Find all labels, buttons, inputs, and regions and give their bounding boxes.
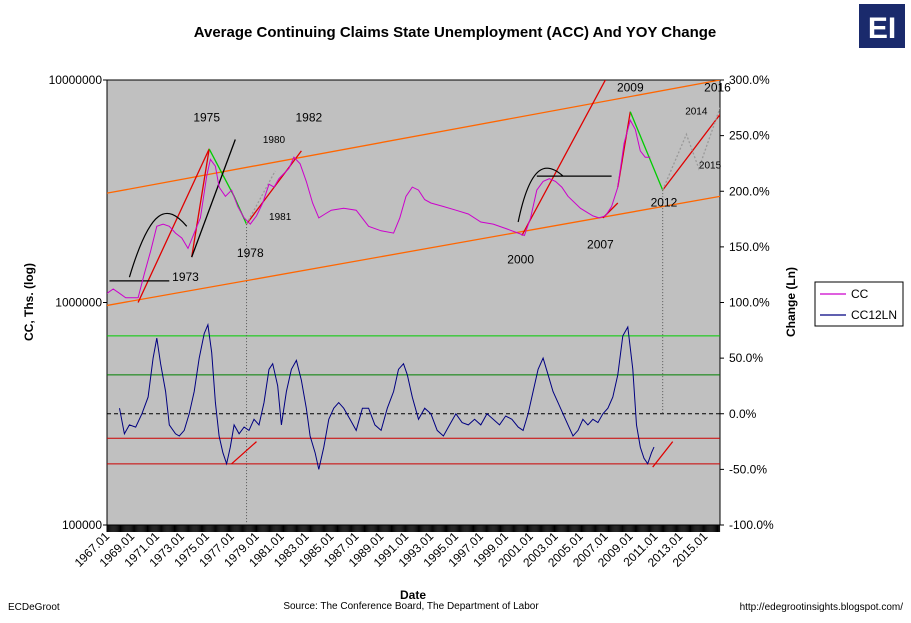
legend: CC CC12LN [814, 281, 904, 327]
annotation-2015: 2015 [699, 161, 722, 172]
y-tick-label: 100000 [62, 518, 102, 532]
y2-tick-label: 200.0% [729, 184, 770, 198]
annotation-2009: 2009 [617, 80, 644, 94]
series-line-cc12ln [119, 322, 655, 470]
chart-title: Average Continuing Claims State Unemploy… [194, 24, 717, 41]
legend-box [814, 281, 904, 327]
y2-tick-label: 150.0% [729, 240, 770, 254]
y2-tick-label: -50.0% [729, 462, 767, 476]
y2-tick-label: 0.0% [729, 407, 757, 421]
annotation-1982: 1982 [295, 111, 322, 125]
annotation-2012: 2012 [651, 196, 678, 210]
logo-box [859, 4, 905, 48]
trend-segment-15 [231, 441, 257, 465]
logo: EI [859, 4, 905, 48]
trend-segment-1 [191, 148, 210, 258]
annotation-1981: 1981 [269, 212, 292, 223]
trend-segment-16 [652, 441, 674, 468]
y2-tick-label: -100.0% [729, 518, 774, 532]
y2-axis-title: Change (Ln) [784, 267, 798, 337]
y2-tick-label: 100.0% [729, 296, 770, 310]
arc-curve-0 [128, 212, 188, 278]
legend-label-cc: CC [851, 287, 869, 301]
y2-tick-label: 300.0% [729, 73, 770, 87]
channel-line-0 [107, 80, 720, 194]
footer-author: ECDeGroot [8, 602, 60, 613]
footer-source: Source: The Conference Board, The Depart… [283, 601, 539, 612]
trend-segment-10 [629, 111, 664, 191]
annotation-1975: 1975 [193, 111, 220, 125]
annotation-2014: 2014 [685, 106, 708, 117]
trend-segment-11 [662, 114, 720, 191]
trend-segment-12 [662, 107, 720, 191]
trend-segment-7 [521, 80, 606, 236]
arc-curve-1 [517, 167, 564, 223]
series-line-cc [107, 118, 651, 299]
channel-line-1 [107, 195, 720, 307]
trend-segment-4 [191, 139, 236, 258]
y-tick-label: 10000000 [49, 73, 103, 87]
annotation-1978: 1978 [237, 246, 264, 260]
annotation-1980: 1980 [263, 135, 286, 146]
y-axis-title: CC, Ths. (log) [22, 263, 36, 341]
x-axis-tick-band [106, 525, 721, 532]
annotation-1973: 1973 [172, 270, 199, 284]
annotation-2007: 2007 [587, 237, 614, 251]
plot-area [106, 79, 721, 526]
y-tick-label: 1000000 [55, 296, 102, 310]
y2-tick-label: 250.0% [729, 129, 770, 143]
x-axis-title: Date [400, 588, 426, 602]
trend-segment-0 [137, 148, 210, 303]
annotation-2016: 2016 [704, 80, 731, 94]
y2-tick-label: 50.0% [729, 351, 763, 365]
trend-segment-2 [208, 148, 235, 197]
legend-label-cc12ln: CC12LN [851, 308, 897, 322]
logo-text: EI [868, 12, 896, 45]
annotation-2000: 2000 [507, 252, 534, 266]
footer-url: http://edegrootinsights.blogspot.com/ [740, 602, 904, 613]
